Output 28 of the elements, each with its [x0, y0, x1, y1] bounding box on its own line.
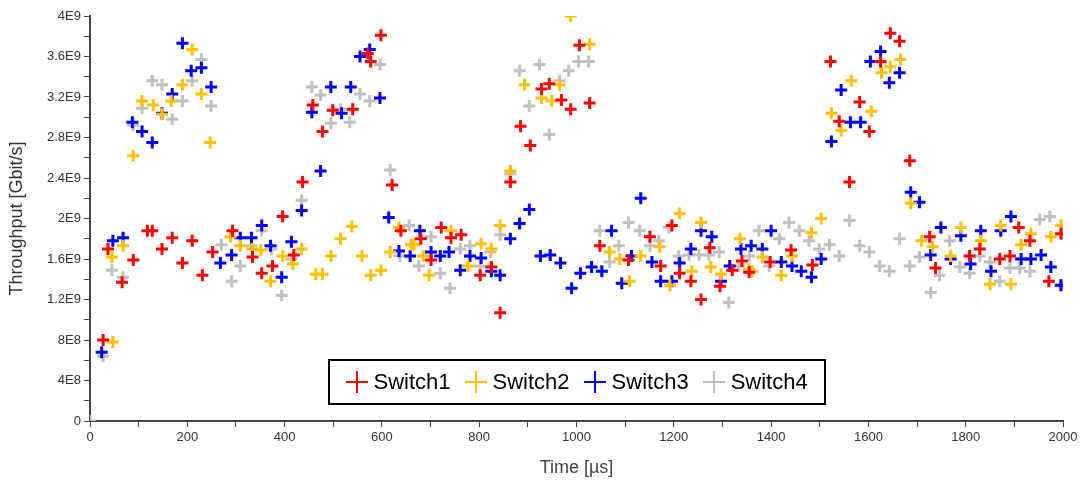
y-axis-title: Throughput [Gbit/s] — [5, 141, 26, 296]
x-tick-label: 600 — [371, 429, 393, 445]
x-tick-label: 400 — [273, 429, 296, 445]
y-tick-label: 4E9 — [57, 7, 81, 23]
y-tick-label: 2E9 — [57, 210, 81, 226]
legend-label: Switch4 — [730, 369, 808, 395]
x-tick-label: 1800 — [951, 429, 981, 445]
x-tick-label: 200 — [176, 429, 199, 445]
x-tick-label: 1000 — [562, 429, 591, 445]
y-tick-label: 4E8 — [57, 372, 81, 388]
y-tick-label: 0 — [73, 412, 81, 428]
legend-label: Switch2 — [492, 369, 570, 395]
y-tick-label: 1.6E9 — [47, 250, 81, 266]
y-tick-label: 8E8 — [57, 331, 81, 347]
y-tick-label: 3.2E9 — [47, 88, 81, 104]
x-tick-label: 0 — [86, 429, 94, 445]
y-tick-label: 3.6E9 — [47, 48, 81, 64]
y-tick-label: 2.4E9 — [47, 169, 81, 185]
legend-label: Switch3 — [611, 369, 689, 395]
x-tick-label: 1600 — [853, 429, 883, 445]
y-tick-label: 2.8E9 — [47, 129, 81, 145]
x-tick-label: 1400 — [756, 429, 786, 445]
x-tick-label: 800 — [468, 429, 491, 445]
x-axis-title: Time [µs] — [539, 457, 614, 478]
x-tick-label: 2000 — [1048, 429, 1078, 445]
x-tick-label: 1200 — [659, 429, 689, 445]
y-tick-label: 1.2E9 — [47, 291, 81, 307]
legend-label: Switch1 — [373, 369, 451, 395]
